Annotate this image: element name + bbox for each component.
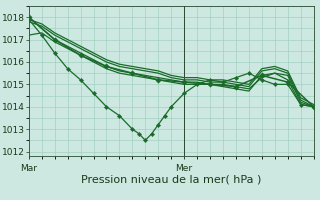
X-axis label: Pression niveau de la mer( hPa ): Pression niveau de la mer( hPa ) [81,174,261,184]
